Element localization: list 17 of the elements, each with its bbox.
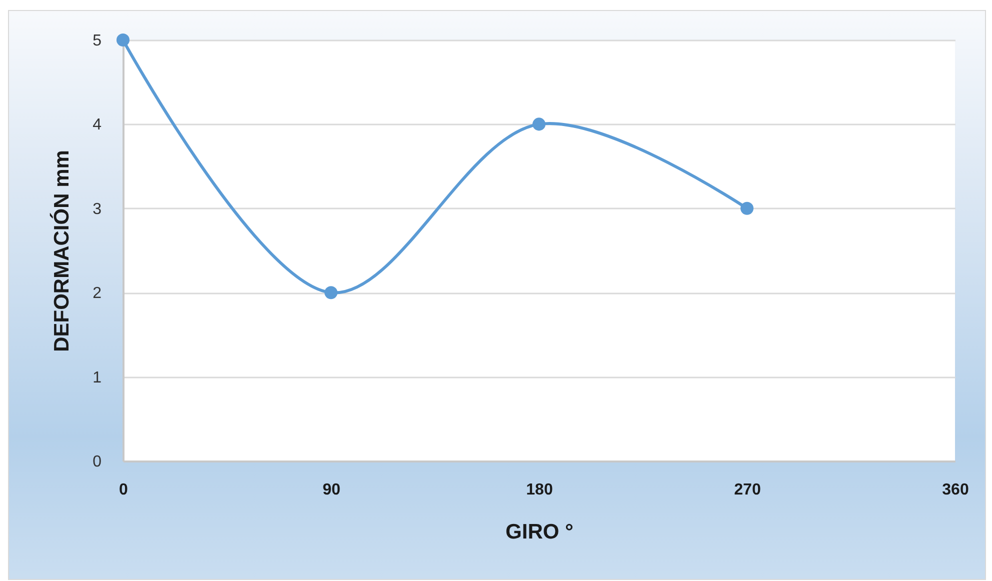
y-tick-label: 0 [92,454,102,470]
x-tick-label: 360 [942,482,969,498]
y-tick-label: 3 [92,200,102,218]
y-tick-label: 4 [92,116,102,134]
y-tick-label: 5 [92,32,102,50]
x-tick-label: 180 [526,482,553,498]
x-tick-label: 270 [734,482,761,498]
point [324,286,338,300]
point [532,118,546,131]
y-tick-label: 1 [92,369,102,386]
point [740,202,754,215]
y-tick-label: 2 [92,285,102,302]
y-axis-title: DEFORMACIÓN mm [50,150,74,352]
x-tick-label: 90 [322,482,340,498]
point [116,33,130,47]
x-axis-title: GIRO ° [506,520,574,544]
x-tick-label: 0 [119,482,128,498]
